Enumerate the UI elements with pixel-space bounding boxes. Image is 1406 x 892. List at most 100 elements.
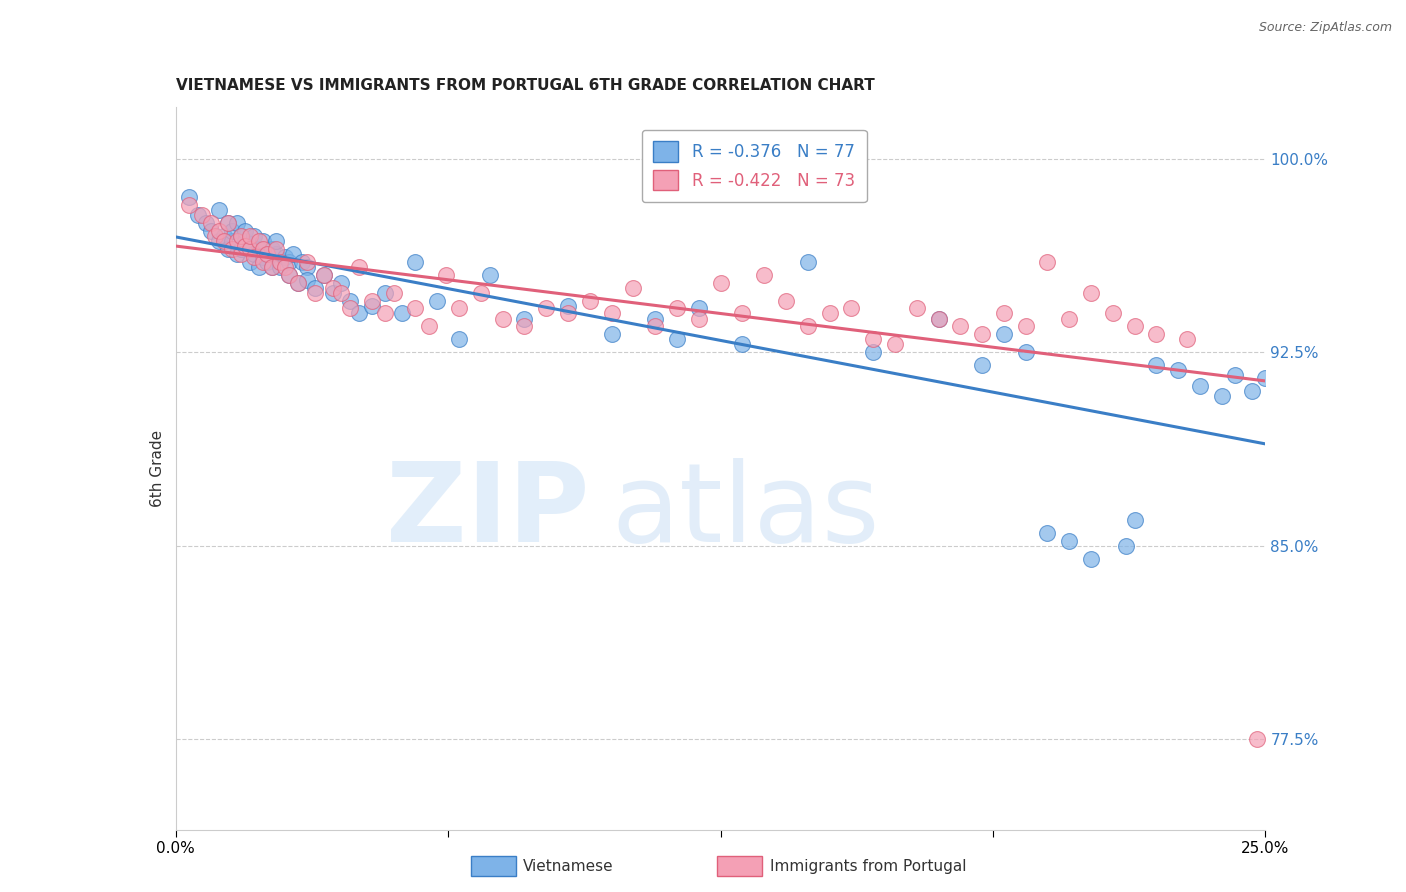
- Point: [200, 224, 222, 238]
- Point: [1241, 384, 1264, 398]
- Legend: R = -0.376   N = 77, R = -0.422   N = 73: R = -0.376 N = 77, R = -0.422 N = 73: [641, 130, 866, 202]
- Point: [1036, 255, 1059, 269]
- Point: [264, 247, 287, 261]
- Point: [534, 301, 557, 316]
- Text: atlas: atlas: [612, 458, 880, 566]
- Point: [905, 301, 928, 316]
- Point: [330, 285, 353, 300]
- Point: [256, 247, 278, 261]
- Point: [231, 247, 253, 261]
- Point: [200, 216, 222, 230]
- Point: [347, 260, 370, 274]
- Point: [295, 273, 318, 287]
- Point: [470, 285, 492, 300]
- Point: [754, 268, 776, 282]
- Point: [260, 260, 283, 274]
- Point: [391, 306, 413, 320]
- Point: [252, 255, 274, 269]
- Point: [1057, 533, 1080, 548]
- Point: [688, 311, 710, 326]
- Point: [434, 268, 457, 282]
- Point: [1123, 513, 1146, 527]
- Point: [478, 268, 501, 282]
- Point: [217, 216, 239, 230]
- Point: [775, 293, 797, 308]
- Point: [304, 285, 326, 300]
- Point: [862, 345, 884, 359]
- Point: [1015, 345, 1038, 359]
- Point: [557, 299, 579, 313]
- Point: [796, 319, 818, 334]
- Point: [264, 234, 287, 248]
- Point: [447, 332, 470, 346]
- Point: [374, 306, 396, 320]
- Point: [274, 250, 297, 264]
- Point: [426, 293, 449, 308]
- Point: [225, 216, 247, 230]
- Point: [1080, 285, 1102, 300]
- Point: [247, 242, 270, 256]
- Point: [312, 268, 335, 282]
- Point: [221, 242, 243, 256]
- Point: [1167, 363, 1189, 377]
- Point: [644, 311, 666, 326]
- Point: [513, 319, 536, 334]
- Point: [212, 229, 235, 244]
- Point: [278, 255, 301, 269]
- Point: [235, 239, 257, 253]
- Point: [993, 327, 1015, 342]
- Point: [264, 242, 287, 256]
- Point: [322, 285, 344, 300]
- Point: [666, 332, 689, 346]
- Text: Vietnamese: Vietnamese: [523, 859, 613, 873]
- Point: [1057, 311, 1080, 326]
- Point: [291, 255, 314, 269]
- Point: [405, 255, 427, 269]
- Point: [330, 276, 353, 290]
- Point: [557, 306, 579, 320]
- Point: [1015, 319, 1038, 334]
- Point: [339, 293, 361, 308]
- Point: [304, 281, 326, 295]
- Point: [1144, 358, 1167, 372]
- Point: [221, 224, 243, 238]
- Point: [1211, 389, 1233, 403]
- Point: [360, 299, 382, 313]
- Point: [993, 306, 1015, 320]
- Point: [243, 229, 266, 244]
- Point: [970, 327, 993, 342]
- Point: [1102, 306, 1125, 320]
- Point: [212, 234, 235, 248]
- Point: [796, 255, 818, 269]
- Point: [347, 306, 370, 320]
- Point: [621, 281, 644, 295]
- Point: [235, 234, 257, 248]
- Point: [278, 268, 301, 282]
- Point: [177, 198, 200, 212]
- Point: [274, 260, 297, 274]
- Point: [235, 224, 257, 238]
- Point: [418, 319, 440, 334]
- Point: [252, 250, 274, 264]
- Point: [278, 268, 301, 282]
- Point: [252, 242, 274, 256]
- Point: [243, 247, 266, 261]
- Point: [862, 332, 884, 346]
- Point: [949, 319, 972, 334]
- Y-axis label: 6th Grade: 6th Grade: [149, 430, 165, 507]
- Point: [600, 306, 623, 320]
- Point: [312, 268, 335, 282]
- Point: [231, 229, 253, 244]
- Point: [818, 306, 841, 320]
- Point: [191, 209, 214, 223]
- Point: [256, 255, 278, 269]
- Point: [225, 247, 247, 261]
- Point: [644, 319, 666, 334]
- Point: [710, 276, 733, 290]
- Point: [1223, 368, 1246, 383]
- Point: [231, 242, 253, 256]
- Point: [322, 281, 344, 295]
- Point: [447, 301, 470, 316]
- Point: [970, 358, 993, 372]
- Point: [208, 234, 231, 248]
